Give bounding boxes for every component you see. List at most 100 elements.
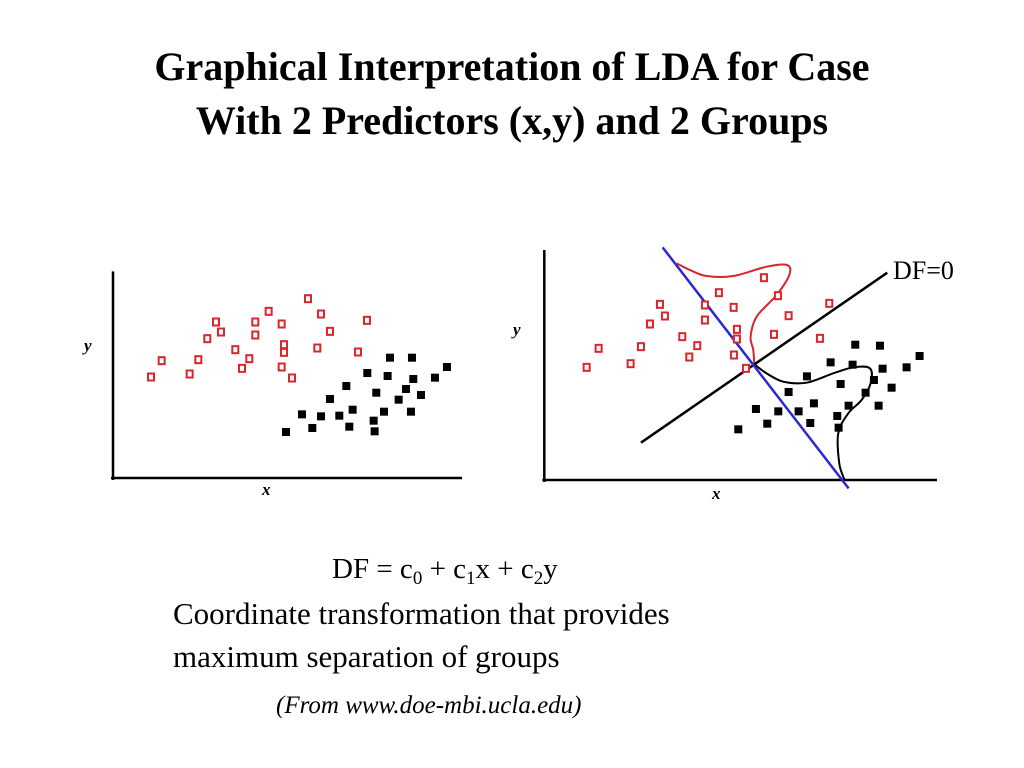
group1-point [693, 341, 702, 351]
group2-point [861, 388, 870, 397]
formula-subscript: 0 [412, 568, 423, 589]
group2-point [915, 352, 924, 361]
formula-subscript: 1 [466, 568, 476, 589]
group2-point [809, 399, 818, 408]
group1-point [277, 362, 286, 372]
group1-point [231, 345, 240, 355]
group2-point [370, 427, 379, 436]
df-formula: DF = c0 + c1x + c2y [332, 553, 558, 589]
group2-point [834, 423, 843, 432]
group1-point [759, 273, 768, 283]
group1-point [303, 294, 312, 304]
group1-point [194, 355, 203, 365]
group1-point [287, 373, 296, 383]
group1-point [655, 299, 664, 309]
group1-point [251, 330, 260, 340]
group2-point [802, 372, 811, 381]
group1-point [582, 362, 591, 372]
group1-point [146, 372, 155, 382]
group2-point [875, 341, 884, 350]
group1-point [216, 327, 225, 337]
group2-point [335, 411, 344, 420]
group1-point [277, 319, 286, 329]
group2-point [363, 369, 372, 378]
group2-point [851, 340, 860, 349]
group2-point [325, 395, 334, 404]
group1-point [636, 342, 645, 352]
left-plot-y-label: y [84, 336, 92, 355]
formula-part: + c [422, 553, 467, 585]
group2-point [833, 412, 842, 421]
group2-point [878, 364, 887, 373]
group1-point [203, 334, 212, 344]
group1-point [741, 363, 750, 373]
group2-point [442, 363, 451, 372]
df-axis-line [640, 271, 888, 444]
group2-point [869, 376, 878, 385]
group2-point [407, 353, 416, 362]
group1-point [815, 333, 824, 343]
group2-distribution-curve [753, 363, 873, 480]
group2-point [383, 372, 392, 381]
group1-point [279, 347, 288, 357]
group2-point [316, 412, 325, 421]
group1-point [325, 326, 334, 336]
group1-point [157, 356, 166, 366]
group2-point [751, 405, 760, 414]
group1-point [700, 300, 709, 310]
group1-point [362, 315, 371, 325]
group2-point [394, 395, 403, 404]
right-plot-y-label: y [513, 320, 521, 339]
group2-point [836, 380, 845, 389]
group2-point [806, 419, 815, 428]
group2-point [281, 428, 290, 437]
group2-point [369, 416, 378, 425]
group2-point [385, 353, 394, 362]
group1-point [700, 315, 709, 325]
group1-point [237, 363, 246, 373]
group2-point [763, 419, 772, 428]
group1-point [251, 317, 260, 327]
group2-point [887, 383, 896, 392]
group2-point [348, 405, 357, 414]
group2-point [826, 358, 835, 367]
group2-point [406, 407, 415, 416]
group1-point [264, 306, 273, 316]
description-line-2: maximum separation of groups [173, 639, 560, 674]
group1-point [594, 343, 603, 353]
group1-point [645, 319, 654, 329]
group2-point [774, 407, 783, 416]
group2-point [902, 363, 911, 372]
group2-point [379, 407, 388, 416]
group2-point [848, 360, 857, 369]
group1-point [769, 329, 778, 339]
group1-point [353, 347, 362, 357]
title-line-1: Graphical Interpretation of LDA for Case [154, 44, 870, 89]
group1-point [773, 291, 782, 301]
group1-point [185, 369, 194, 379]
source-citation: (From www.doe-mbi.ucla.edu) [276, 692, 582, 719]
group1-point [211, 317, 220, 327]
group2-point [844, 401, 853, 410]
group1-point [245, 354, 254, 364]
group2-point [372, 388, 381, 397]
group1-point [729, 350, 738, 360]
group1-point [784, 311, 793, 321]
group1-point [825, 298, 834, 308]
formula-subscript: 2 [533, 568, 544, 589]
group2-point [430, 373, 439, 382]
formula-part: x + c [475, 553, 534, 585]
discriminant-boundary-line [661, 246, 850, 490]
group2-point [874, 401, 883, 410]
group1-point [732, 324, 741, 334]
group1-point [729, 302, 738, 312]
group2-point [345, 422, 354, 431]
df-zero-label: DF=0 [893, 256, 954, 285]
group1-point [732, 334, 741, 344]
left-plot-x-label: x [262, 480, 271, 499]
group1-point [660, 311, 669, 321]
group1-point [714, 288, 723, 298]
formula-part: y [543, 553, 558, 585]
title-line-2: With 2 Predictors (x,y) and 2 Groups [195, 98, 829, 143]
